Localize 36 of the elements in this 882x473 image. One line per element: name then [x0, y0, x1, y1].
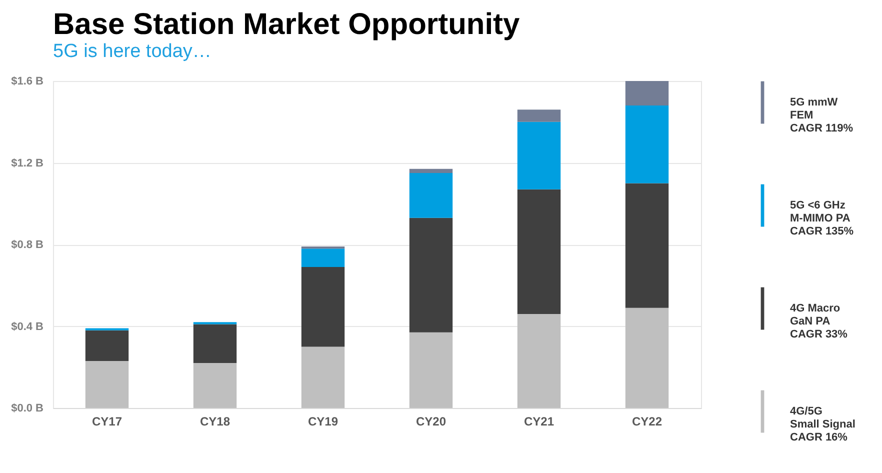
bar: [409, 218, 453, 332]
text: 4G/5G Small Signal CAGR 16%: [790, 406, 856, 444]
bar: [625, 308, 669, 408]
bar: [517, 189, 561, 314]
bar: [193, 324, 237, 364]
y-tick-label: $1.2 B: [11, 157, 44, 170]
bar: [625, 81, 669, 106]
x-tick-label: CY19: [308, 414, 338, 428]
bar: [301, 248, 345, 267]
x-tick-label: CY18: [200, 414, 230, 428]
bar: [193, 363, 237, 408]
bar: [301, 266, 345, 347]
bar: [409, 172, 453, 218]
bar: [409, 168, 453, 173]
y-tick-label: $0.8 B: [11, 239, 44, 251]
bar: [85, 360, 129, 408]
bar: [517, 110, 561, 122]
chart-subtitle: 5G is here today…: [53, 41, 212, 62]
bar: [625, 183, 669, 308]
bar: [301, 346, 345, 408]
y-tick-label: $0.4 B: [11, 320, 44, 333]
bar: [625, 106, 669, 184]
text: 5G mmW FEM CAGR 119%: [790, 96, 854, 134]
x-tick-label: CY20: [416, 414, 446, 428]
bar: [517, 314, 561, 408]
bar: [409, 332, 453, 408]
bar: [517, 122, 561, 190]
y-tick-label: $1.6 B: [11, 76, 44, 88]
x-tick-label: CY21: [524, 414, 554, 428]
x-tick-label: CY22: [632, 414, 662, 428]
y-tick-label: $0.0 B: [11, 402, 44, 414]
chart-title: Base Station Market Opportunity: [53, 8, 520, 41]
text: 5G <6 GHz M-MIMO PA CAGR 135%: [790, 200, 854, 238]
text: 4G Macro GaN PA CAGR 33%: [790, 302, 848, 340]
bar: [85, 330, 129, 361]
x-tick-label: CY17: [92, 414, 122, 428]
